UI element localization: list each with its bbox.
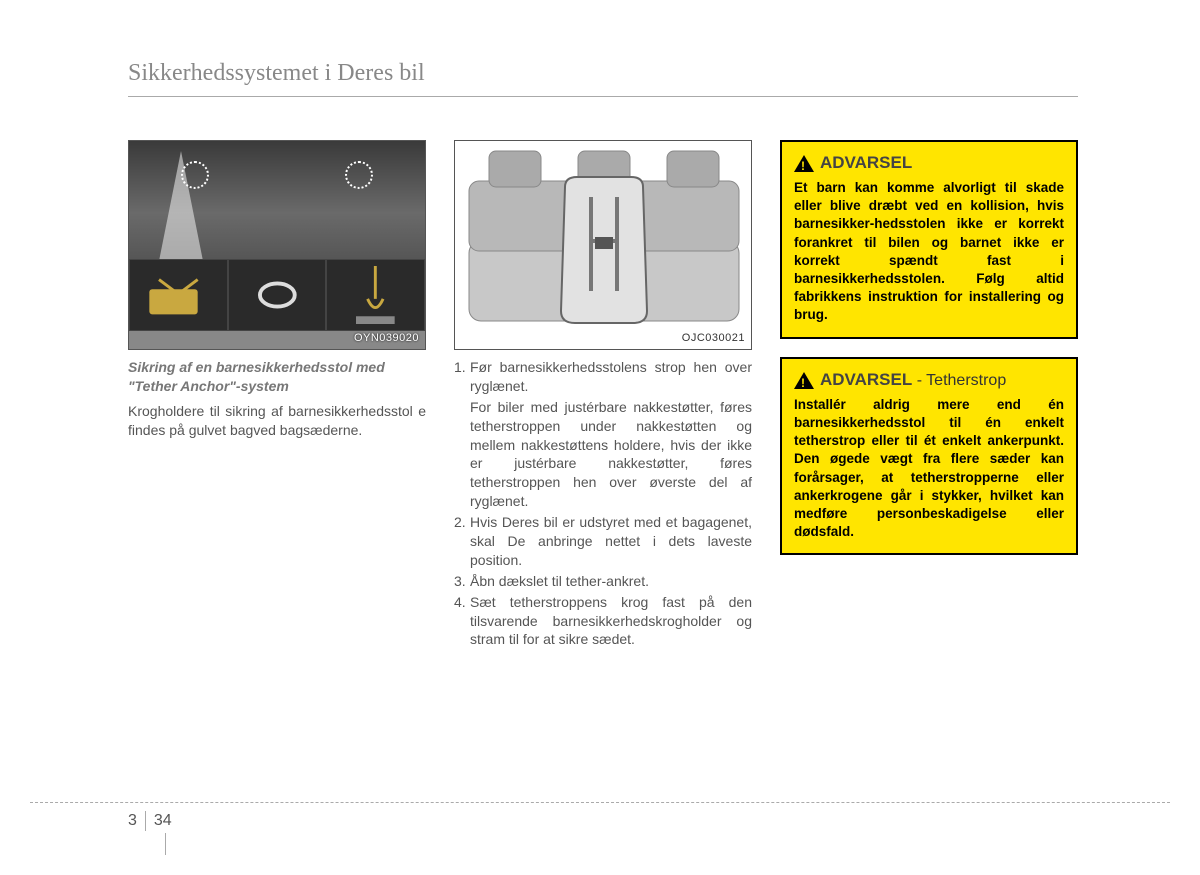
anchor-hook-icon	[327, 260, 424, 330]
header-rule	[128, 96, 1078, 97]
warning-box-2: ADVARSEL - Tetherstrop Installér aldrig …	[780, 357, 1078, 556]
figure1-code: OYN039020	[354, 331, 419, 346]
footer-rule	[30, 802, 1170, 803]
list-item: 4. Sæt tetherstroppens krog fast på den …	[454, 593, 752, 650]
column-2: OJC030021 1. Før barnesikkerhedsstolens …	[454, 140, 752, 651]
page-title: Sikkerhedssystemet i Deres bil	[128, 60, 425, 87]
warning1-title: ADVARSEL	[820, 152, 912, 175]
chapter-number: 3	[128, 812, 137, 830]
list-item: 2. Hvis Deres bil er udstyret med et bag…	[454, 513, 752, 570]
warning1-body: Et barn kan komme alvorligt til skade el…	[794, 179, 1064, 325]
warning-box-1: ADVARSEL Et barn kan komme alvorligt til…	[780, 140, 1078, 339]
anchor-label-icon	[130, 260, 227, 330]
list-subtext: For biler med justérbare nakkestøtter, f…	[470, 398, 752, 511]
list-text: Hvis Deres bil er udstyret med et bagage…	[470, 513, 752, 570]
column-3: ADVARSEL Et barn kan komme alvorligt til…	[780, 140, 1078, 651]
instruction-list: 1. Før barnesikkerhedsstolens strop hen …	[454, 358, 752, 649]
warning-triangle-icon	[794, 372, 814, 389]
page-tick	[165, 833, 166, 855]
figure-anchor-photo: OYN039020	[128, 140, 426, 350]
page-divider	[145, 811, 146, 831]
figure2-code: OJC030021	[682, 331, 745, 346]
page-number: 3 34	[128, 811, 172, 831]
warning2-subtitle: - Tetherstrop	[917, 372, 1007, 389]
detail-cell-1	[129, 259, 228, 331]
figure-seat-diagram: OJC030021	[454, 140, 752, 350]
list-text: Åbn dækslet til tether-ankret.	[470, 572, 752, 591]
figure1-caption: Sikring af en barnesikkerhedsstol med "T…	[128, 358, 426, 396]
seat-illustration-icon	[455, 141, 753, 351]
anchor-circle-right-icon	[345, 161, 373, 189]
warning-triangle-icon	[794, 155, 814, 172]
page-in-chapter: 34	[154, 812, 172, 830]
list-item: 1. Før barnesikkerhedsstolens strop hen …	[454, 358, 752, 396]
warning2-title-wrap: ADVARSEL - Tetherstrop	[820, 369, 1006, 392]
warning2-body: Installér aldrig mere end én barnesikker…	[794, 396, 1064, 542]
figure1-detail-row	[129, 259, 425, 331]
warning2-title: ADVARSEL	[820, 370, 912, 389]
list-num: 4.	[454, 593, 470, 650]
list-text: Sæt tetherstroppens krog fast på den til…	[470, 593, 752, 650]
warning2-header: ADVARSEL - Tetherstrop	[794, 369, 1064, 392]
list-num: 3.	[454, 572, 470, 591]
detail-cell-2	[228, 259, 327, 331]
anchor-ring-icon	[229, 260, 326, 330]
anchor-circle-left-icon	[181, 161, 209, 189]
list-num: 2.	[454, 513, 470, 570]
list-num: 1.	[454, 358, 470, 396]
detail-cell-3	[326, 259, 425, 331]
warning1-header: ADVARSEL	[794, 152, 1064, 175]
content-area: OYN039020 Sikring af en barnesikkerhedss…	[128, 140, 1078, 651]
list-item: 3. Åbn dækslet til tether-ankret.	[454, 572, 752, 591]
column-1: OYN039020 Sikring af en barnesikkerhedss…	[128, 140, 426, 651]
list-text: Før barnesikkerhedsstolens strop hen ove…	[470, 358, 752, 396]
col1-body: Krogholdere til sikring af barnesikkerhe…	[128, 402, 426, 440]
